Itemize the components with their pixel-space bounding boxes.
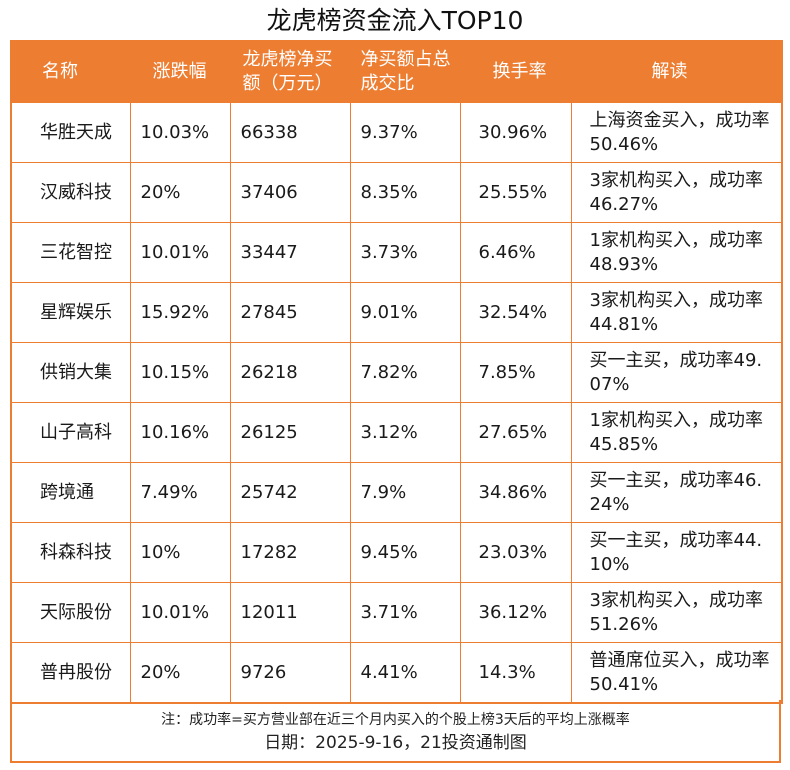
cell-turnover: 36.12% [459,582,572,643]
cell-ratio: 7.9% [349,462,461,523]
table-row: 科森科技 10% 17282 9.45% 23.03% 买一主买，成功率44.1… [10,522,783,583]
cell-change: 10% [129,522,231,583]
cell-name: 山子高科 [10,402,131,463]
table-row: 供销大集 10.15% 26218 7.82% 7.85% 买一主买，成功率49… [10,342,783,403]
top10-table: 名称 涨跌幅 龙虎榜净买额（万元） 净买额占总成交比 换手率 解读 华胜天成 1… [10,40,783,704]
cell-turnover: 7.85% [459,342,572,403]
table-row: 星辉娱乐 15.92% 27845 9.01% 32.54% 3家机构买入，成功… [10,282,783,343]
cell-name: 普冉股份 [10,642,131,704]
table-row: 三花智控 10.01% 33447 3.73% 6.46% 1家机构买入，成功率… [10,222,783,283]
date-credit: 日期：2025-9-16，21投资通制图 [264,733,527,753]
header-change: 涨跌幅 [129,40,231,103]
cell-ratio: 9.37% [349,102,461,163]
cell-name: 供销大集 [10,342,131,403]
cell-change: 7.49% [129,462,231,523]
cell-turnover: 14.3% [459,642,572,704]
cell-turnover: 32.54% [459,282,572,343]
cell-analysis: 1家机构买入，成功率45.85% [570,402,783,463]
header-name: 名称 [10,40,131,103]
cell-analysis: 3家机构买入，成功率44.81% [570,282,783,343]
cell-net-buy: 9726 [229,642,351,704]
cell-ratio: 3.12% [349,402,461,463]
table-row: 汉威科技 20% 37406 8.35% 25.55% 3家机构买入，成功率46… [10,162,783,223]
cell-name: 华胜天成 [10,102,131,163]
cell-analysis: 买一主买，成功率49.07% [570,342,783,403]
cell-net-buy: 27845 [229,282,351,343]
header-ratio: 净买额占总成交比 [349,40,461,103]
header-turnover: 换手率 [459,40,572,103]
cell-change: 15.92% [129,282,231,343]
page-title: 龙虎榜资金流入TOP10 [266,6,524,35]
cell-ratio: 7.82% [349,342,461,403]
cell-net-buy: 26218 [229,342,351,403]
cell-turnover: 6.46% [459,222,572,283]
cell-name: 科森科技 [10,522,131,583]
cell-name: 三花智控 [10,222,131,283]
table-header-row: 名称 涨跌幅 龙虎榜净买额（万元） 净买额占总成交比 换手率 解读 [10,40,783,103]
header-analysis: 解读 [570,40,783,103]
cell-net-buy: 12011 [229,582,351,643]
cell-ratio: 9.01% [349,282,461,343]
cell-net-buy: 33447 [229,222,351,283]
cell-analysis: 1家机构买入，成功率48.93% [570,222,783,283]
cell-change: 20% [129,162,231,223]
cell-name: 汉威科技 [10,162,131,223]
cell-net-buy: 66338 [229,102,351,163]
cell-change: 10.01% [129,222,231,283]
header-net-buy: 龙虎榜净买额（万元） [229,40,351,103]
cell-change: 10.03% [129,102,231,163]
cell-ratio: 4.41% [349,642,461,704]
cell-turnover: 34.86% [459,462,572,523]
table-row: 山子高科 10.16% 26125 3.12% 27.65% 1家机构买入，成功… [10,402,783,463]
cell-ratio: 9.45% [349,522,461,583]
cell-analysis: 买一主买，成功率46.24% [570,462,783,523]
table-row: 天际股份 10.01% 12011 3.71% 36.12% 3家机构买入，成功… [10,582,783,643]
footnote: 注：成功率=买方营业部在近三个月内买入的个股上榜3天后的平均上涨概率 [161,712,630,728]
cell-name: 跨境通 [10,462,131,523]
cell-name: 天际股份 [10,582,131,643]
cell-change: 10.16% [129,402,231,463]
table-row: 跨境通 7.49% 25742 7.9% 34.86% 买一主买，成功率46.2… [10,462,783,523]
cell-turnover: 30.96% [459,102,572,163]
cell-turnover: 27.65% [459,402,572,463]
cell-net-buy: 25742 [229,462,351,523]
cell-analysis: 3家机构买入，成功率51.26% [570,582,783,643]
table-row: 普冉股份 20% 9726 4.41% 14.3% 普通席位买入，成功率50.4… [10,642,783,704]
cell-change: 10.01% [129,582,231,643]
cell-change: 20% [129,642,231,704]
cell-analysis: 上海资金买入，成功率50.46% [570,102,783,163]
cell-ratio: 8.35% [349,162,461,223]
cell-turnover: 25.55% [459,162,572,223]
cell-turnover: 23.03% [459,522,572,583]
cell-name: 星辉娱乐 [10,282,131,343]
cell-change: 10.15% [129,342,231,403]
cell-analysis: 买一主买，成功率44.10% [570,522,783,583]
cell-ratio: 3.73% [349,222,461,283]
cell-ratio: 3.71% [349,582,461,643]
cell-analysis: 普通席位买入，成功率50.41% [570,642,783,704]
table-row: 华胜天成 10.03% 66338 9.37% 30.96% 上海资金买入，成功… [10,102,783,163]
table-footer: 注：成功率=买方营业部在近三个月内买入的个股上榜3天后的平均上涨概率 日期：20… [10,700,781,763]
cell-net-buy: 17282 [229,522,351,583]
cell-net-buy: 37406 [229,162,351,223]
cell-net-buy: 26125 [229,402,351,463]
cell-analysis: 3家机构买入，成功率46.27% [570,162,783,223]
